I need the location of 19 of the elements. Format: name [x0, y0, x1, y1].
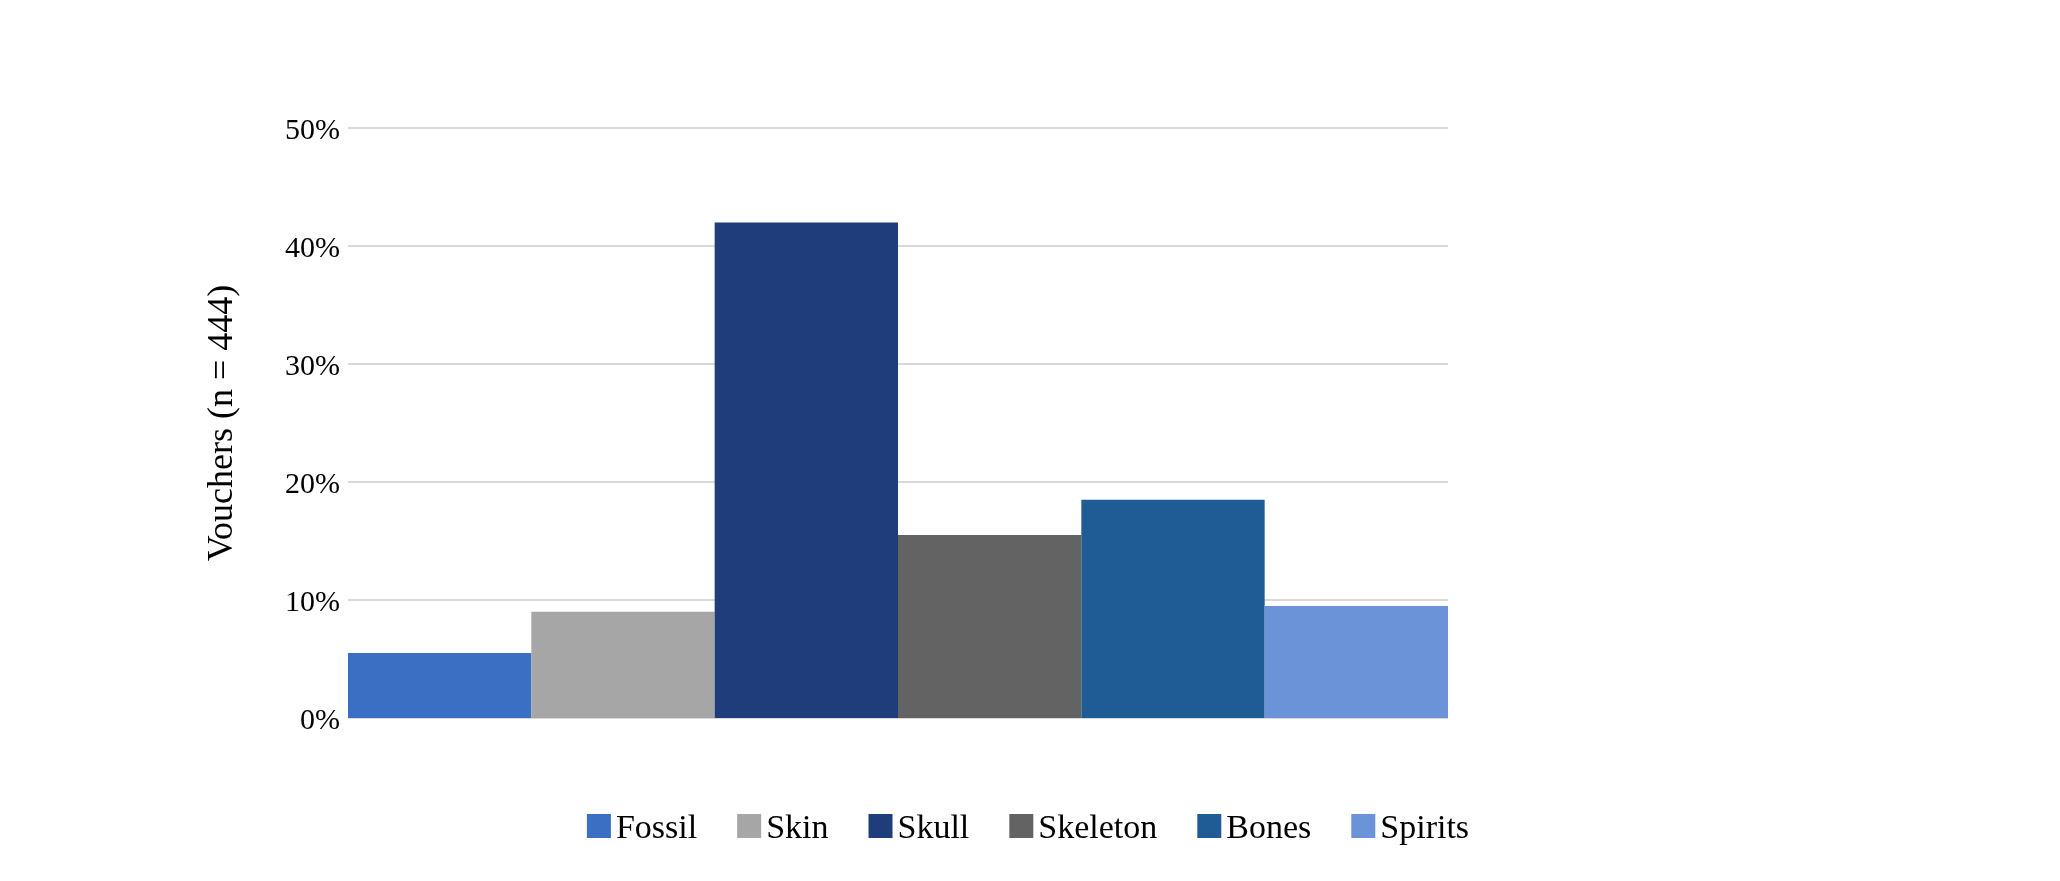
y-tick-label: 10%	[285, 583, 340, 617]
y-axis-title: Vouchers (n = 444)	[200, 284, 240, 562]
y-tick-label: 20%	[285, 465, 340, 499]
y-tick-label: 30%	[285, 347, 340, 381]
bar	[348, 653, 532, 718]
legend-label: Bones	[1226, 807, 1312, 845]
bar	[714, 222, 898, 718]
legend-label: Skeleton	[1038, 807, 1158, 845]
bar	[898, 535, 1082, 718]
y-tick-label: 50%	[285, 111, 340, 145]
legend-label: Skin	[766, 807, 829, 845]
bar	[531, 611, 715, 718]
y-tick-label: 0%	[300, 701, 340, 735]
legend-label: Spirits	[1380, 807, 1470, 845]
bar	[1264, 605, 1448, 718]
legend-label: Fossil	[615, 807, 698, 845]
bar	[1081, 499, 1265, 718]
legend-label: Skull	[897, 807, 970, 845]
y-tick-label: 40%	[285, 229, 340, 263]
